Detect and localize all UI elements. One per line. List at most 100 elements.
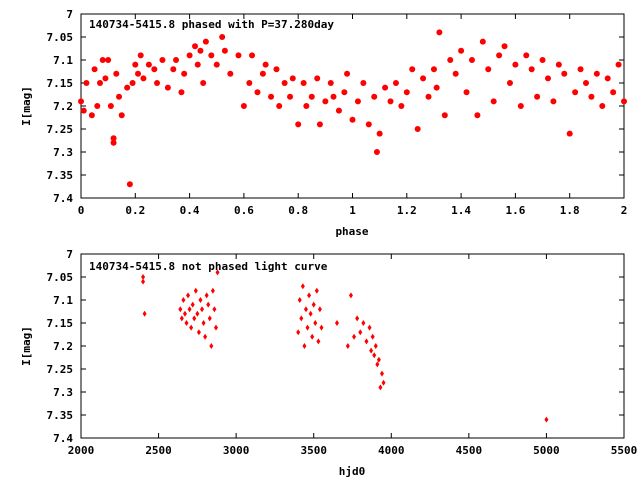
bottom-data-point	[361, 320, 366, 326]
bottom-data-point	[207, 315, 212, 322]
top-data-point	[197, 47, 204, 54]
top-x-tick-label: 0	[78, 204, 85, 217]
top-data-point	[102, 75, 109, 82]
top-data-point	[289, 75, 296, 82]
bottom-data-point	[313, 320, 318, 326]
top-data-point	[365, 121, 372, 128]
top-data-point	[566, 130, 573, 137]
top-data-point	[610, 89, 617, 96]
top-data-point	[523, 52, 530, 59]
top-data-point	[441, 112, 448, 119]
top-x-tick-label: 0.2	[125, 204, 145, 217]
top-data-point	[588, 93, 595, 100]
top-data-point	[273, 66, 280, 73]
top-data-point	[544, 75, 551, 82]
top-data-point	[615, 61, 622, 68]
top-data-point	[99, 57, 106, 63]
bottom-data-point	[300, 283, 305, 290]
top-data-point	[433, 84, 440, 91]
bottom-y-tick-label: 7.1	[53, 294, 73, 307]
top-data-point	[512, 61, 519, 68]
top-data-point	[621, 98, 627, 105]
top-data-point	[105, 57, 112, 63]
bottom-data-point	[373, 343, 378, 349]
bottom-data-point	[303, 306, 308, 313]
top-data-point	[582, 80, 589, 86]
top-data-point	[330, 93, 337, 100]
top-data-point	[577, 66, 584, 73]
top-data-point	[496, 52, 503, 59]
bottom-data-point	[192, 315, 197, 322]
bottom-data-point	[181, 297, 186, 303]
bottom-y-axis-label: I[mag]	[20, 326, 33, 366]
bottom-y-tick-label: 7.3	[53, 386, 73, 399]
bottom-data-point	[348, 292, 353, 299]
bottom-data-point	[305, 324, 310, 331]
bottom-data-point	[381, 379, 386, 386]
top-data-point	[140, 75, 147, 82]
bottom-data-point	[296, 329, 301, 336]
top-data-point	[159, 57, 166, 63]
top-data-point	[387, 98, 394, 105]
top-data-point	[599, 103, 606, 109]
top-y-tick-label: 7.4	[53, 192, 73, 205]
bottom-data-point	[198, 297, 203, 303]
bottom-data-point	[379, 370, 384, 377]
top-data-point	[447, 57, 454, 63]
top-data-point	[335, 107, 342, 114]
bottom-data-point	[215, 269, 220, 276]
bottom-x-tick-label: 3500	[300, 444, 327, 457]
top-data-point	[506, 80, 513, 86]
bottom-data-point	[196, 329, 201, 336]
bottom-data-point	[302, 343, 307, 349]
top-data-point	[344, 70, 351, 77]
top-data-point	[528, 66, 535, 73]
top-x-tick-label: 1.6	[505, 204, 525, 217]
top-data-point	[110, 135, 117, 142]
bottom-x-axis-label: hjd0	[339, 465, 366, 478]
top-data-point	[452, 70, 459, 77]
bottom-x-tick-label: 3000	[223, 444, 250, 457]
top-data-point	[254, 89, 261, 96]
bottom-data-point	[141, 278, 146, 285]
top-y-tick-label: 7	[66, 8, 73, 21]
top-data-point	[137, 52, 144, 59]
bottom-data-point	[307, 292, 312, 299]
top-data-point	[192, 43, 199, 50]
top-x-tick-label: 1.4	[451, 204, 471, 217]
top-data-point	[593, 70, 600, 77]
top-data-point	[341, 89, 348, 96]
bottom-data-point	[358, 329, 363, 336]
top-data-point	[403, 89, 410, 96]
top-data-point	[501, 43, 508, 50]
bottom-data-point	[213, 324, 218, 331]
top-data-point	[382, 84, 389, 91]
unphased-light-curve-panel: 140734-5415.8 not phased light curve I[m…	[20, 248, 637, 478]
top-x-axis-label: phase	[335, 225, 368, 238]
top-data-point	[349, 116, 356, 123]
bottom-y-tick-label: 7.4	[53, 432, 73, 445]
top-x-tick-label: 0.4	[180, 204, 200, 217]
top-data-point	[113, 70, 120, 77]
top-data-point	[235, 52, 242, 59]
top-data-point	[194, 61, 201, 68]
top-x-tick-label: 2	[621, 204, 628, 217]
top-data-point	[259, 70, 266, 77]
top-data-point	[303, 103, 310, 109]
top-data-point	[517, 103, 524, 109]
top-data-point	[202, 38, 209, 45]
top-data-point	[80, 107, 87, 114]
top-data-point	[181, 70, 188, 77]
top-data-point	[118, 112, 125, 119]
bottom-data-point	[310, 333, 315, 340]
top-data-point	[468, 57, 475, 63]
bottom-data-point	[370, 333, 375, 340]
top-data-point	[373, 149, 380, 155]
top-data-point	[534, 93, 541, 100]
bottom-data-point	[378, 384, 383, 391]
bottom-data-point	[316, 338, 321, 345]
top-data-point	[555, 61, 562, 68]
bottom-data-point	[179, 315, 184, 322]
top-data-point	[186, 52, 193, 59]
